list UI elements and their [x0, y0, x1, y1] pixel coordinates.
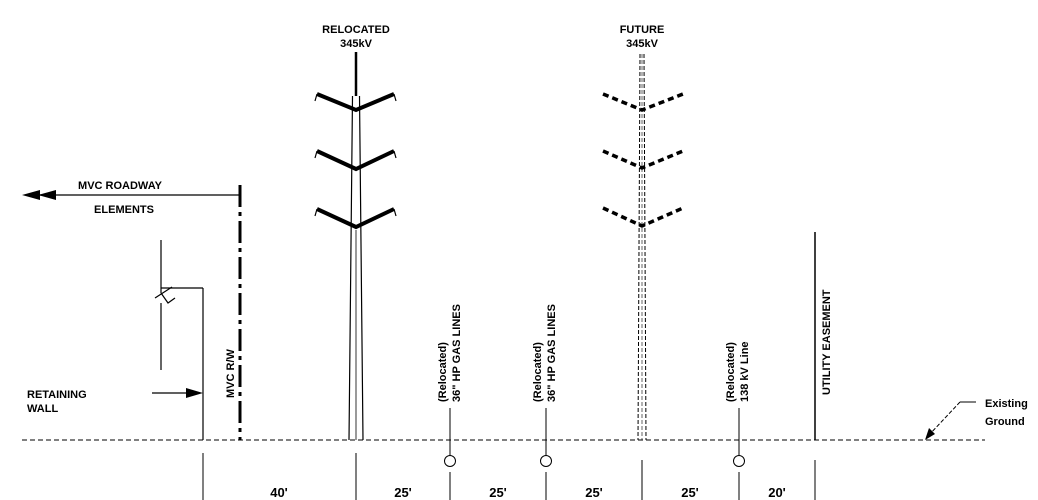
existing-ground-callout: Existing Ground [925, 398, 1028, 440]
mvc-rw-line: MVC R/W [225, 185, 242, 440]
dimension-label: 25' [585, 485, 603, 500]
mvc-roadway-elements: MVC ROADWAY ELEMENTS [22, 180, 240, 216]
gas-line-2-label-1: (Relocated) [532, 342, 544, 402]
gas-line-2-label-2: 36" HP GAS LINES [546, 304, 558, 402]
retaining-wall-label-2: WALL [27, 403, 58, 415]
future-345kv-tower: FUTURE 345kV [602, 24, 684, 441]
future-345kv-label-1: FUTURE [620, 24, 665, 36]
dimension-label: 20' [768, 485, 786, 500]
existing-ground-label-2: Ground [985, 416, 1025, 428]
line-138kv-label-1: (Relocated) [725, 342, 737, 402]
dimension-label: 40' [270, 485, 288, 500]
relocated-345kv-tower: RELOCATED 345kV [314, 24, 397, 441]
existing-ground-label-1: Existing [985, 398, 1028, 410]
gas-line-1-label-2: 36" HP GAS LINES [451, 304, 463, 402]
utility-easement: UTILITY EASEMENT [814, 232, 833, 440]
gas-pipe-1-icon [444, 455, 456, 467]
retaining-wall-label-1: RETAINING [27, 389, 87, 401]
leader-arrow-icon [925, 428, 935, 440]
relocated-345kv-label-2: 345kV [340, 38, 372, 50]
utility-easement-label: UTILITY EASEMENT [821, 289, 833, 395]
right-arrow-icon [186, 388, 203, 398]
line-138kv-label-2: 138 kV Line [739, 341, 751, 402]
dimension-label: 25' [489, 485, 507, 500]
gas-pipe-2-icon [540, 455, 552, 467]
left-arrow-icon [22, 190, 40, 200]
dimension-row: 40' 25' 25' 25' 25' 20' [202, 453, 816, 500]
gas-line-1: (Relocated) 36" HP GAS LINES [437, 304, 463, 467]
relocated-345kv-label-1: RELOCATED [322, 24, 390, 36]
mvc-rw-label: MVC R/W [225, 349, 237, 399]
gas-line-2: (Relocated) 36" HP GAS LINES [532, 304, 558, 467]
mvc-roadway-label-2: ELEMENTS [94, 204, 154, 216]
gas-line-1-label-1: (Relocated) [437, 342, 449, 402]
dimension-label: 25' [394, 485, 412, 500]
mvc-roadway-label-1: MVC ROADWAY [78, 180, 163, 192]
future-345kv-label-2: 345kV [626, 38, 658, 50]
retaining-wall: RETAINING WALL [27, 240, 204, 440]
cable-138kv-icon [733, 455, 745, 467]
line-138kv: (Relocated) 138 kV Line [725, 341, 751, 467]
dimension-label: 25' [681, 485, 699, 500]
